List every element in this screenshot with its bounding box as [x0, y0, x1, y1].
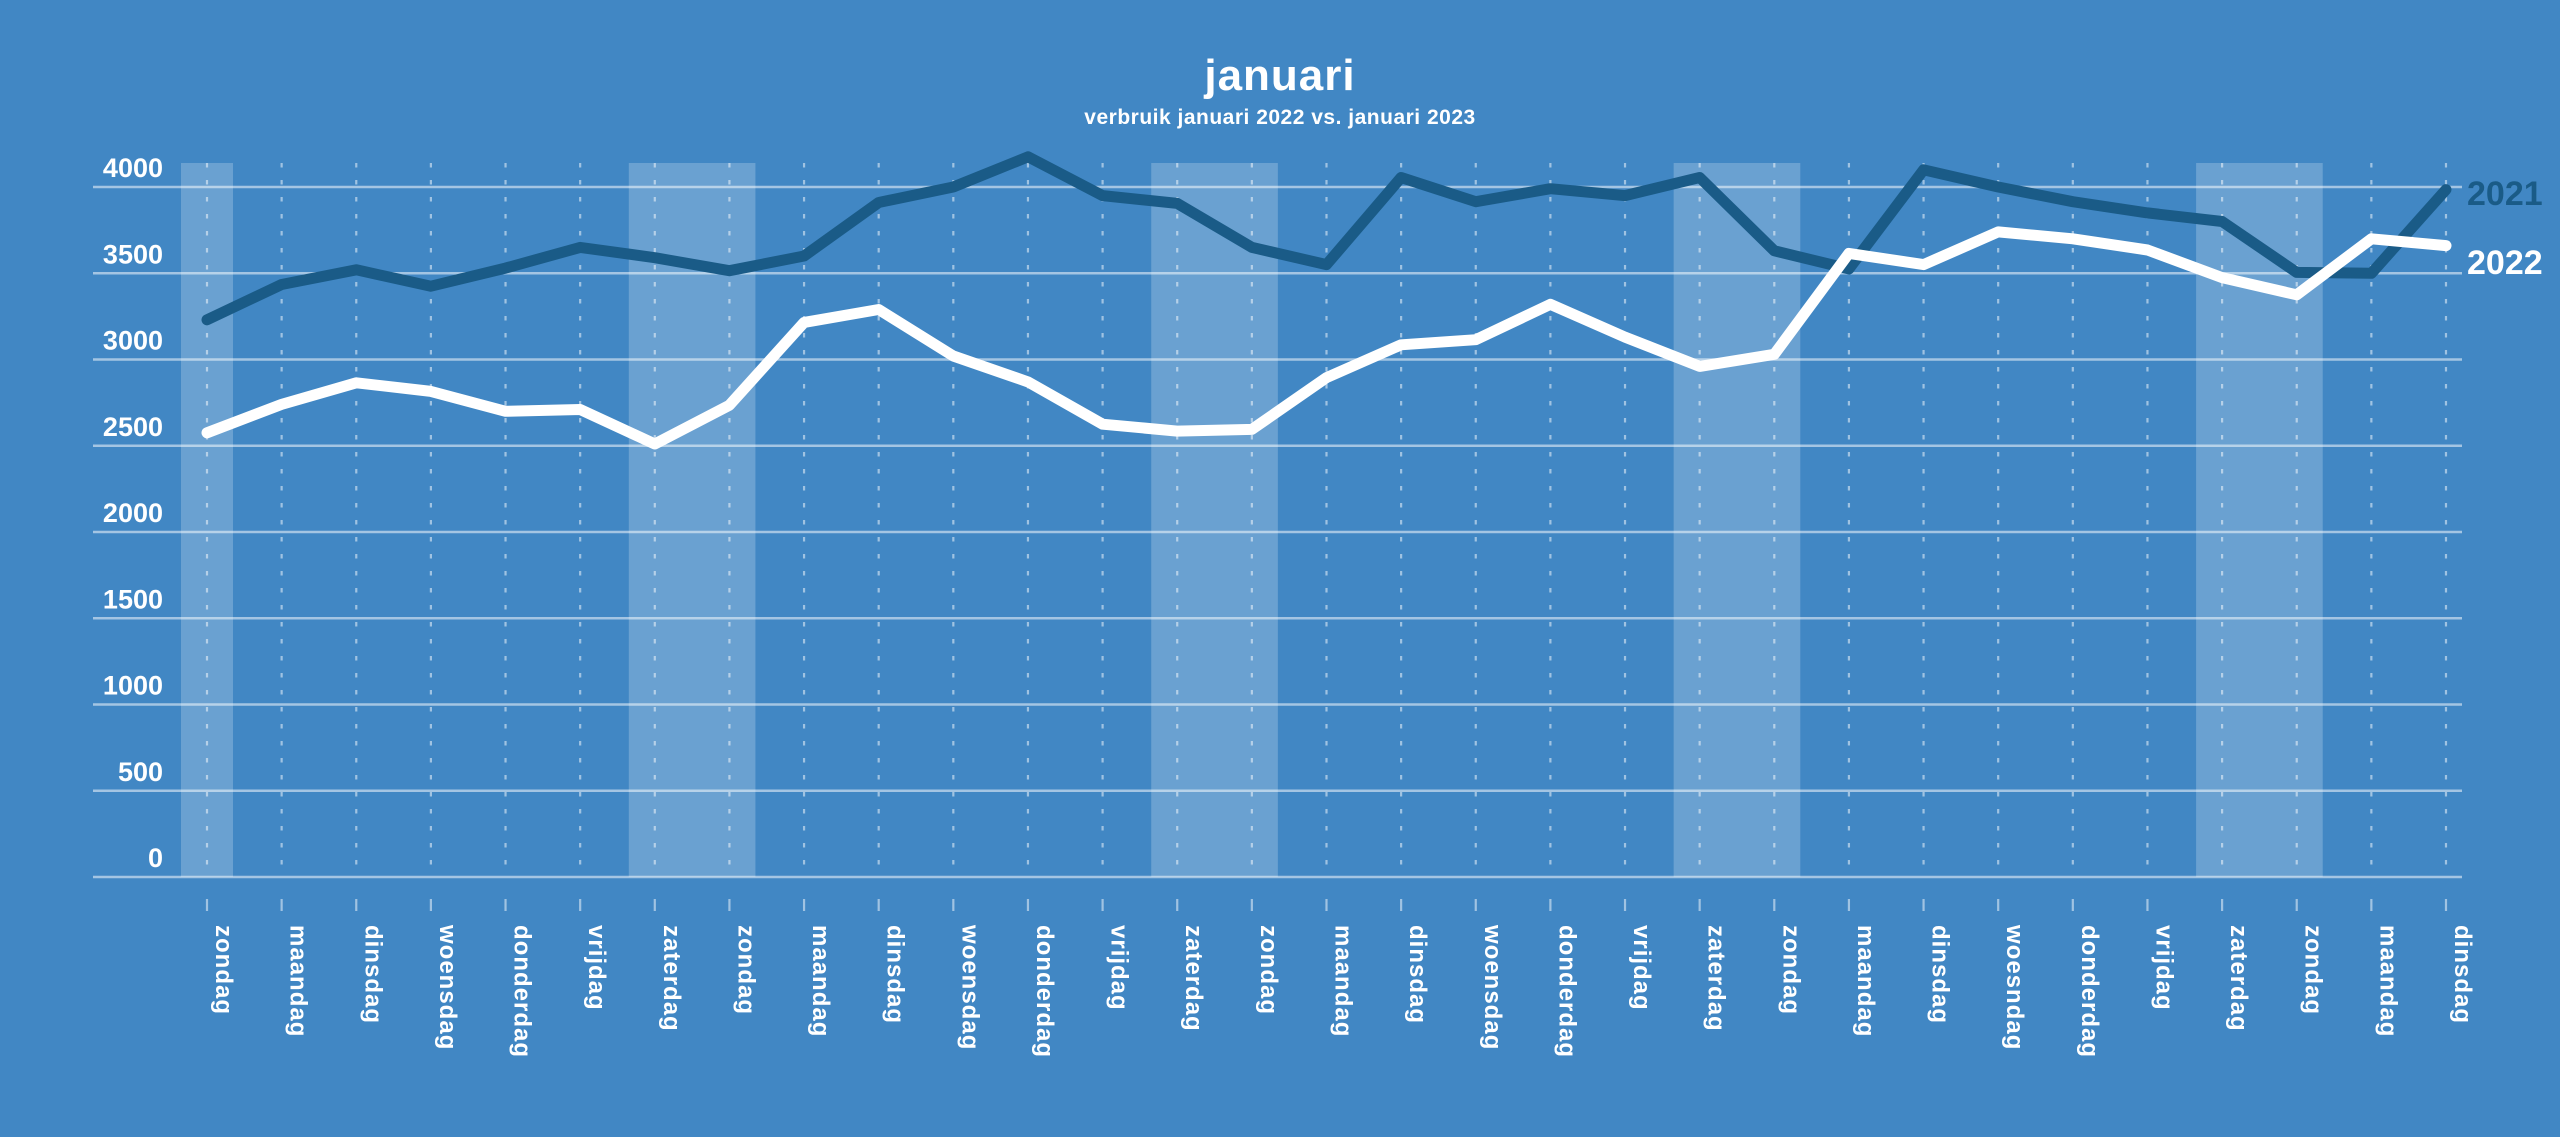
y-axis-tick-label: 3500 — [103, 239, 163, 269]
x-axis-tick-group — [205, 899, 2448, 911]
x-axis-day-label: woensdag — [1479, 924, 1506, 1050]
x-axis-day-label: dinsdag — [1927, 925, 1954, 1024]
y-axis-tick-label: 1500 — [103, 584, 163, 614]
y-axis-tick-label: 2500 — [103, 412, 163, 442]
chart-title: januari — [1203, 51, 1355, 100]
x-axis-day-label: donderdag — [1031, 925, 1058, 1058]
x-axis-day-label: dinsdag — [882, 925, 909, 1024]
series-line-group — [201, 151, 2452, 450]
y-axis-tick-label: 0 — [148, 843, 163, 873]
y-axis-tick-label-group: 0 500 1000 1500 2000 2500 3000 3500 4000 — [103, 153, 163, 873]
x-axis-day-label: dinsdag — [2449, 925, 2476, 1024]
x-axis-day-label: zondag — [1777, 925, 1804, 1015]
y-axis-tick-label: 2000 — [103, 498, 163, 528]
legend-label-2021: 2021 — [2467, 175, 2543, 213]
x-axis-day-label: zondag — [2300, 925, 2327, 1015]
series-line-2022 — [201, 226, 2452, 450]
x-axis-day-label: vrijdag — [1628, 925, 1655, 1011]
x-axis-day-label: woensdag — [434, 924, 461, 1050]
x-axis-day-label: woensdag — [956, 924, 983, 1050]
x-axis-day-label: maandag — [807, 925, 834, 1037]
x-axis-day-label: maandag — [2374, 925, 2401, 1037]
chart-subtitle: verbruik januari 2022 vs. januari 2023 — [1084, 106, 1475, 129]
series-line-2021 — [201, 151, 2452, 326]
legend-label-2022: 2022 — [2467, 244, 2543, 282]
x-axis-day-label: vrijdag — [583, 925, 610, 1011]
x-axis-day-label: zondag — [210, 925, 237, 1015]
x-axis-day-label: zaterdag — [1703, 925, 1730, 1032]
x-axis-day-label: zaterdag — [2225, 925, 2252, 1032]
x-axis-day-label: zaterdag — [1180, 925, 1207, 1032]
weekend-band — [1673, 163, 1801, 877]
y-axis-tick-label: 3000 — [103, 326, 163, 356]
x-axis-day-label: donderdag — [509, 925, 536, 1058]
x-axis-day-label: zondag — [732, 925, 759, 1015]
x-axis-day-label: vrijdag — [1106, 925, 1133, 1011]
x-axis-day-label: donderdag — [1553, 925, 1580, 1058]
gridline-group — [93, 185, 2462, 879]
x-axis-day-label: maandag — [285, 925, 312, 1037]
day-guide-group — [205, 163, 2448, 877]
x-axis-day-label: dinsdag — [359, 925, 386, 1024]
weekend-band — [628, 163, 756, 877]
x-axis-day-label: vrijdag — [2150, 925, 2177, 1011]
x-axis-day-label: woesndag — [2001, 924, 2028, 1050]
weekend-band-group — [181, 163, 2323, 877]
x-axis-day-label: maandag — [1852, 925, 1879, 1037]
x-axis-day-label-group: zondag maandag dinsdag woensdag donderdag vri… — [210, 924, 2476, 1058]
x-axis-day-label: maandag — [1329, 925, 1356, 1037]
y-axis-tick-label: 4000 — [103, 153, 163, 183]
y-axis-tick-label: 1000 — [103, 671, 163, 701]
y-axis-tick-label: 500 — [118, 757, 163, 787]
x-axis-day-label: zondag — [1255, 925, 1282, 1015]
x-axis-day-label: donderdag — [2076, 925, 2103, 1058]
weekend-band — [1151, 163, 1278, 877]
x-axis-day-label: dinsdag — [1404, 925, 1431, 1024]
x-axis-day-label: zaterdag — [658, 925, 685, 1032]
